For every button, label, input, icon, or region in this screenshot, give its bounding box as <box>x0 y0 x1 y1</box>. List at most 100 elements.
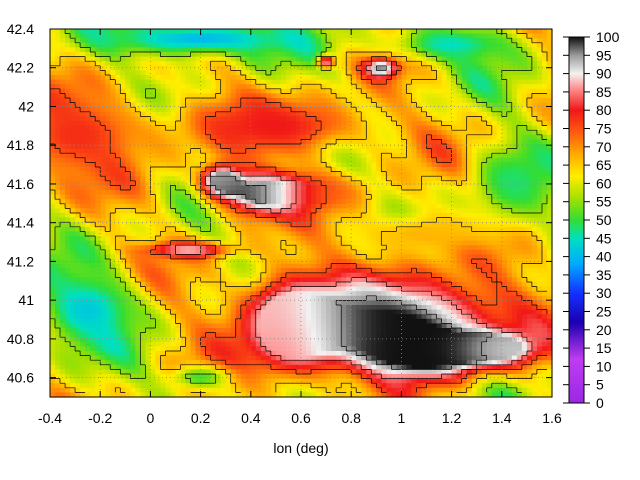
heatmap-cell <box>476 245 483 251</box>
heatmap-cell <box>60 139 66 145</box>
heatmap-cell <box>245 29 252 35</box>
heatmap-cell <box>115 125 121 131</box>
heatmap-cell <box>496 47 503 53</box>
heatmap-cell <box>371 162 377 168</box>
heatmap-cell <box>541 130 548 136</box>
heatmap-cell <box>511 222 518 228</box>
heatmap-cell <box>105 84 111 90</box>
heatmap-cell <box>501 134 508 140</box>
heatmap-cell <box>120 98 126 104</box>
heatmap-cell <box>506 217 513 223</box>
heatmap-cell <box>421 84 428 90</box>
heatmap-cell <box>155 231 162 237</box>
heatmap-cell <box>260 148 267 154</box>
heatmap-cell <box>411 116 418 122</box>
heatmap-cell <box>466 208 473 214</box>
heatmap-cell <box>275 65 282 71</box>
heatmap-cell <box>526 180 533 186</box>
heatmap-cell <box>391 176 397 182</box>
heatmap-cell <box>501 245 508 251</box>
heatmap-cell <box>366 102 372 108</box>
heatmap-cell <box>275 236 282 242</box>
heatmap-cell <box>270 185 277 191</box>
heatmap-cell <box>451 254 458 260</box>
heatmap-cell <box>441 88 448 94</box>
heatmap-cell <box>150 190 157 196</box>
heatmap-cell <box>115 52 121 58</box>
heatmap-cell <box>50 88 56 94</box>
heatmap-cell <box>55 61 61 67</box>
heatmap-cell <box>200 29 207 35</box>
heatmap-cell <box>85 75 91 81</box>
heatmap-cell <box>210 176 217 182</box>
heatmap-cell <box>195 125 202 131</box>
heatmap-cell <box>115 130 121 136</box>
heatmap-cell <box>481 65 488 71</box>
heatmap-cell <box>105 65 111 71</box>
heatmap-cell <box>60 222 66 228</box>
heatmap-cell <box>250 226 257 232</box>
heatmap-cell <box>361 153 367 159</box>
heatmap-cell <box>215 88 222 94</box>
heatmap-cell <box>391 93 397 99</box>
heatmap-cell <box>70 226 76 232</box>
heatmap-cell <box>481 84 488 90</box>
heatmap-cell <box>95 213 101 219</box>
heatmap-cell <box>311 107 317 113</box>
heatmap-cell <box>115 107 121 113</box>
heatmap-cell <box>451 213 458 219</box>
heatmap-cell <box>426 162 433 168</box>
heatmap-cell <box>230 102 237 108</box>
heatmap-cell <box>461 249 468 255</box>
heatmap-cell <box>491 47 498 53</box>
heatmap-cell <box>476 111 483 117</box>
heatmap-cell <box>135 167 141 173</box>
heatmap-cell <box>411 61 418 67</box>
heatmap-cell <box>65 144 71 150</box>
heatmap-cell <box>190 157 197 163</box>
heatmap-cell <box>316 111 322 117</box>
heatmap-cell <box>311 231 317 237</box>
heatmap-cell <box>60 194 66 200</box>
heatmap-cell <box>541 79 548 85</box>
heatmap-cell <box>120 88 126 94</box>
heatmap-cell <box>336 42 342 48</box>
heatmap-cell <box>491 65 498 71</box>
heatmap-cell <box>155 190 162 196</box>
heatmap-cell <box>240 130 247 136</box>
heatmap-cell <box>371 144 377 150</box>
heatmap-cell <box>200 134 207 140</box>
heatmap-cell <box>270 153 277 159</box>
heatmap-cell <box>90 84 96 90</box>
heatmap-cell <box>361 33 367 39</box>
heatmap-cell <box>381 162 387 168</box>
heatmap-cell <box>140 148 146 154</box>
heatmap-cell <box>406 226 413 232</box>
heatmap-cell <box>65 38 71 44</box>
heatmap-cell <box>446 111 453 117</box>
heatmap-cell <box>185 93 192 99</box>
heatmap-cell <box>456 111 463 117</box>
heatmap-cell <box>60 231 66 237</box>
heatmap-cell <box>366 153 372 159</box>
heatmap-cell <box>175 125 182 131</box>
heatmap-cell <box>285 56 292 62</box>
heatmap-cell <box>60 65 66 71</box>
heatmap-cell <box>471 61 478 67</box>
heatmap-cell <box>230 84 237 90</box>
heatmap-cell <box>55 199 61 205</box>
heatmap-cell <box>60 61 66 67</box>
heatmap-cell <box>536 79 543 85</box>
heatmap-cell <box>486 79 493 85</box>
heatmap-cell <box>341 222 347 228</box>
heatmap-cell <box>155 157 162 163</box>
heatmap-cell <box>451 107 458 113</box>
heatmap-cell <box>230 236 237 242</box>
heatmap-cell <box>55 70 61 76</box>
heatmap-cell <box>245 52 252 58</box>
heatmap-cell <box>140 217 146 223</box>
heatmap-cell <box>55 139 61 145</box>
heatmap-cell <box>105 157 111 163</box>
heatmap-cell <box>155 185 162 191</box>
heatmap-cell <box>321 217 327 223</box>
